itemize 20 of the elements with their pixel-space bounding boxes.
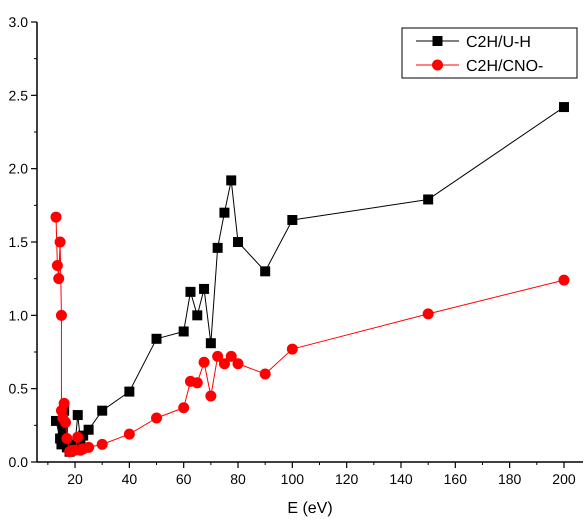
y-tick-label: 1.0 (8, 307, 28, 324)
y-tick-label: 0.5 (8, 380, 28, 397)
x-tick-label: 80 (230, 471, 246, 487)
x-tick-label: 20 (67, 471, 84, 487)
y-tick-label: 2.0 (8, 160, 28, 177)
y-tick-label: 2.5 (8, 87, 28, 104)
x-tick-label: 100 (280, 471, 304, 487)
legend-label: C2H/U-H (466, 34, 531, 51)
x-tick-label: 60 (176, 471, 192, 487)
y-tick-label: 3.0 (8, 14, 28, 30)
y-tick-label: 0.0 (8, 454, 28, 470)
x-tick-label: 120 (334, 471, 359, 487)
x-axis-title: E (eV) (287, 500, 333, 517)
y-tick-label: 1.5 (8, 234, 28, 250)
legend-label: C2H/CNO- (466, 58, 544, 75)
x-tick-label: 140 (389, 471, 413, 487)
x-tick-label: 160 (444, 471, 468, 487)
x-tick-label: 180 (498, 471, 522, 487)
x-tick-label: 200 (552, 471, 576, 487)
x-tick-label: 40 (122, 471, 138, 487)
